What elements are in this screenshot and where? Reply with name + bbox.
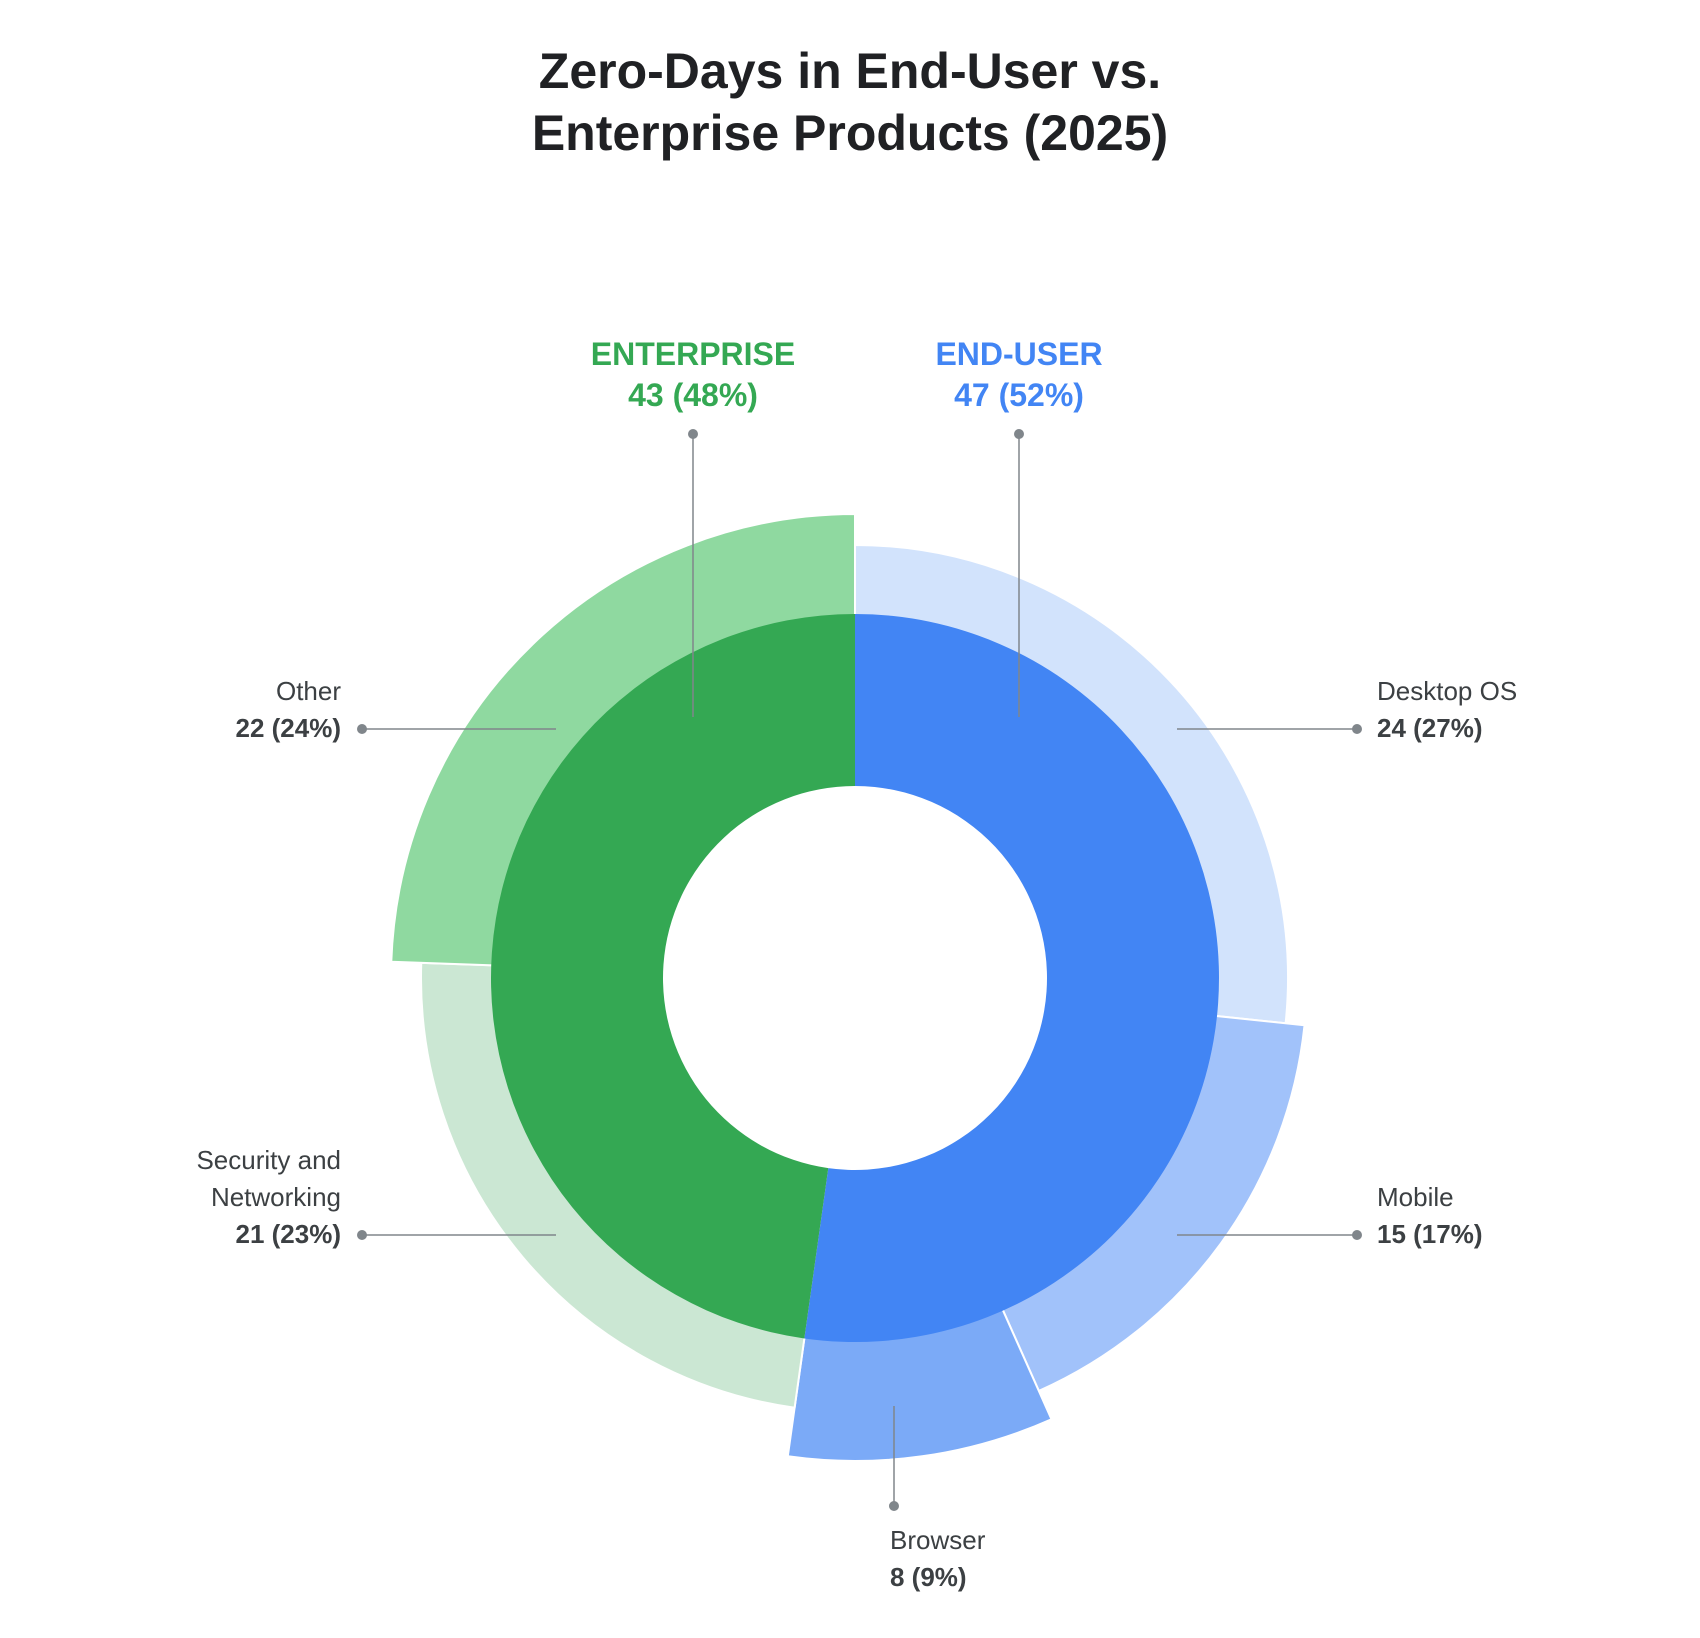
segment-label: Desktop OS 24 (27%) <box>1377 673 1607 747</box>
segment-value: 8 (9%) <box>890 1562 967 1592</box>
segment-name: Desktop OS <box>1377 676 1518 706</box>
segment-label: Security and Networking 21 (23%) <box>111 1142 341 1253</box>
segment-label: Other 22 (24%) <box>111 673 342 747</box>
group-value: 43 (48%) <box>628 377 758 413</box>
leader-dot <box>357 1230 367 1240</box>
segment-name: Other <box>275 676 341 706</box>
chart-title: Zero-Days in End-User vs. Enterprise Pro… <box>531 43 1169 161</box>
leader-dot <box>1352 724 1362 734</box>
group-label: END-USER 47 (52%) <box>869 334 1169 416</box>
segment-name: Security and Networking <box>196 1145 341 1212</box>
leader-dot <box>1352 1230 1362 1240</box>
segment-value: 15 (17%) <box>1377 1219 1483 1249</box>
group-name: ENTERPRISE <box>590 336 796 372</box>
segment-label: Mobile 15 (17%) <box>1377 1179 1607 1253</box>
segment-value: 21 (23%) <box>235 1219 342 1249</box>
segment-value: 24 (27%) <box>1377 713 1483 743</box>
leader-dot <box>688 429 698 439</box>
segment-name: Mobile <box>1377 1182 1454 1212</box>
segment-label: Browser 8 (9%) <box>890 1522 1120 1596</box>
leader-dot <box>1014 429 1024 439</box>
inner-segment <box>491 614 855 1339</box>
group-name: END-USER <box>935 336 1103 372</box>
group-value: 47 (52%) <box>954 377 1084 413</box>
group-label: ENTERPRISE 43 (48%) <box>543 334 843 416</box>
inner-segment <box>804 614 1220 1342</box>
segment-name: Browser <box>890 1525 986 1555</box>
segment-value: 22 (24%) <box>235 713 342 743</box>
leader-dot <box>357 724 367 734</box>
leader-dot <box>889 1501 899 1511</box>
